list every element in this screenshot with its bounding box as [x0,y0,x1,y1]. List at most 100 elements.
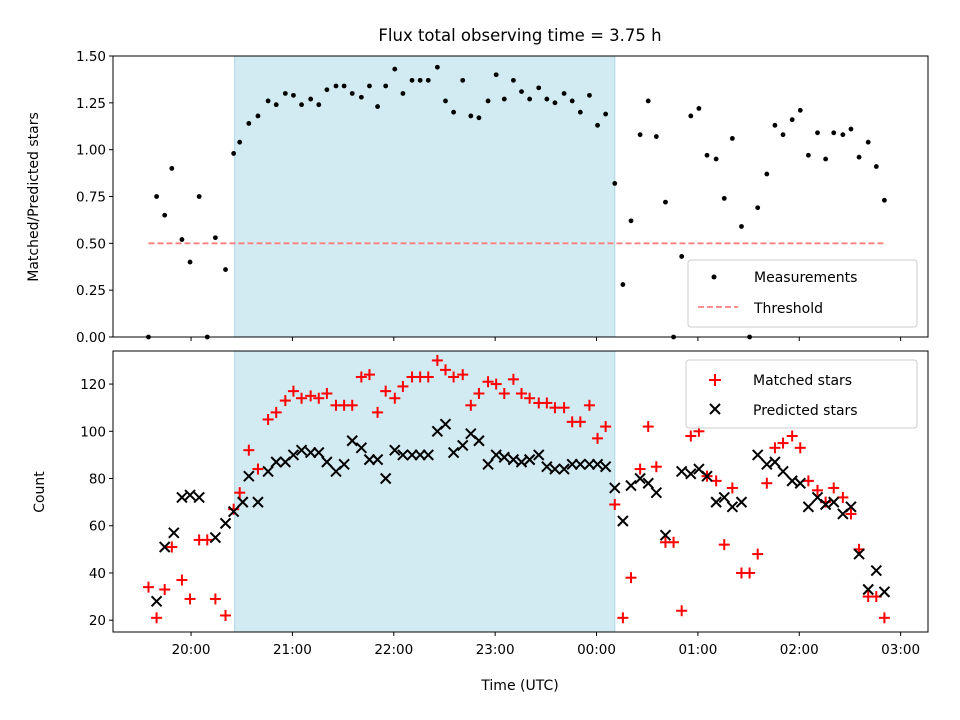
matched-star-point [777,437,789,449]
matched-star-point [609,498,621,510]
matched-star-point [422,371,434,383]
matched-star-point [234,487,246,499]
predicted-star-point [878,586,891,598]
predicted-star-point [270,456,282,468]
measurement-point [764,171,770,177]
bottom-y-tick-label: 100 [80,424,106,440]
matched-star-point [482,376,494,388]
measurement-point [739,224,744,229]
predicted-star-point [355,442,368,454]
measurement-point [755,205,761,211]
measurement-point [154,194,159,199]
measurement-point [425,77,431,83]
x-tick-label: 23:00 [476,642,515,658]
measurement-point [519,89,524,94]
bottom-y-axis-label: Count [32,471,48,513]
predicted-star-point [473,435,485,447]
predicted-star-point [609,482,621,494]
bottom-panel: 20 40 60 80 100 120 20:00 21:00 22:00 23:00 00:00… [32,350,929,694]
matched-star-point [668,536,680,548]
matched-star-point [287,385,299,397]
matched-star-point [498,388,510,400]
measurement-point [561,91,567,96]
matched-star-point [270,406,282,418]
legend-predicted-label: Predicted stars [753,403,858,419]
predicted-star-point [287,449,300,461]
measurement-point [865,139,871,145]
predicted-star-point [659,529,672,541]
measurement-point [460,77,466,83]
matched-star-point [184,593,196,605]
legend-threshold-label: Threshold [753,301,823,317]
predicted-star-point [498,451,510,463]
predicted-star-point [566,458,578,471]
top-legend-box [687,259,918,328]
measurement-point [603,111,609,117]
matched-star-point [524,392,536,404]
measurement-point [237,139,243,145]
measurement-point [780,132,786,138]
measurement-point [628,218,634,224]
predicted-star-point [735,496,748,508]
measurement-point [367,83,372,89]
matched-star-point [828,482,840,494]
measurement-point [552,100,558,106]
top-y-tick-label: 0.25 [76,283,106,299]
predicted-star-point [313,446,325,459]
predicted-star-point [761,458,773,471]
matched-star-point [431,354,443,366]
measurement-point [587,92,592,98]
matched-star-point [625,572,637,584]
measurement-point [375,104,380,109]
measurement-point [501,96,507,102]
x-axis-label: Time (UTC) [480,678,558,694]
matched-star-point [592,432,604,444]
predicted-star-point [338,458,350,471]
predicted-star-point [158,541,171,553]
measurement-point [713,156,719,162]
matched-star-point [363,369,375,381]
top-shaded-region [234,56,615,337]
legend-predicted-marker [709,403,721,415]
measurement-point [831,130,837,136]
matched-star-point [380,385,392,397]
predicted-star-point [389,444,401,456]
matched-star-point [786,430,798,442]
matched-star-point [676,605,688,617]
measurement-point [620,282,626,287]
predicted-star-point [397,449,409,461]
measurement-point [265,98,271,104]
matched-star-point [837,491,849,503]
matched-star-point [726,482,738,494]
predicted-star-point [515,456,528,468]
predicted-star-point [541,460,553,473]
matched-stars-points [142,354,890,624]
top-y-tick-label: 1.00 [76,143,106,159]
predicted-star-point [685,468,697,480]
measurement-point [856,154,862,160]
matched-star-point [439,364,451,376]
predicted-star-point [193,491,205,504]
matched-star-point [718,539,730,551]
predicted-star-point [710,496,722,508]
measurement-point [409,77,415,83]
measurement-point [231,151,237,156]
predicted-star-point [507,453,520,466]
measurement-point [162,212,168,218]
matched-star-point [802,475,814,487]
predicted-star-point [490,449,502,461]
predicted-star-point [819,498,832,511]
matched-star-point [305,390,317,402]
measurement-point [789,117,795,123]
measurement-point [383,83,389,89]
matched-star-point [558,402,570,414]
matched-star-point [151,612,163,624]
measurement-point [169,166,175,171]
legend-matched-label: Matched stars [753,373,852,389]
predicted-star-point [718,491,730,504]
measurement-point [544,96,550,102]
matched-star-point [321,388,333,400]
measurement-point [721,195,727,201]
measurement-point [595,122,600,128]
